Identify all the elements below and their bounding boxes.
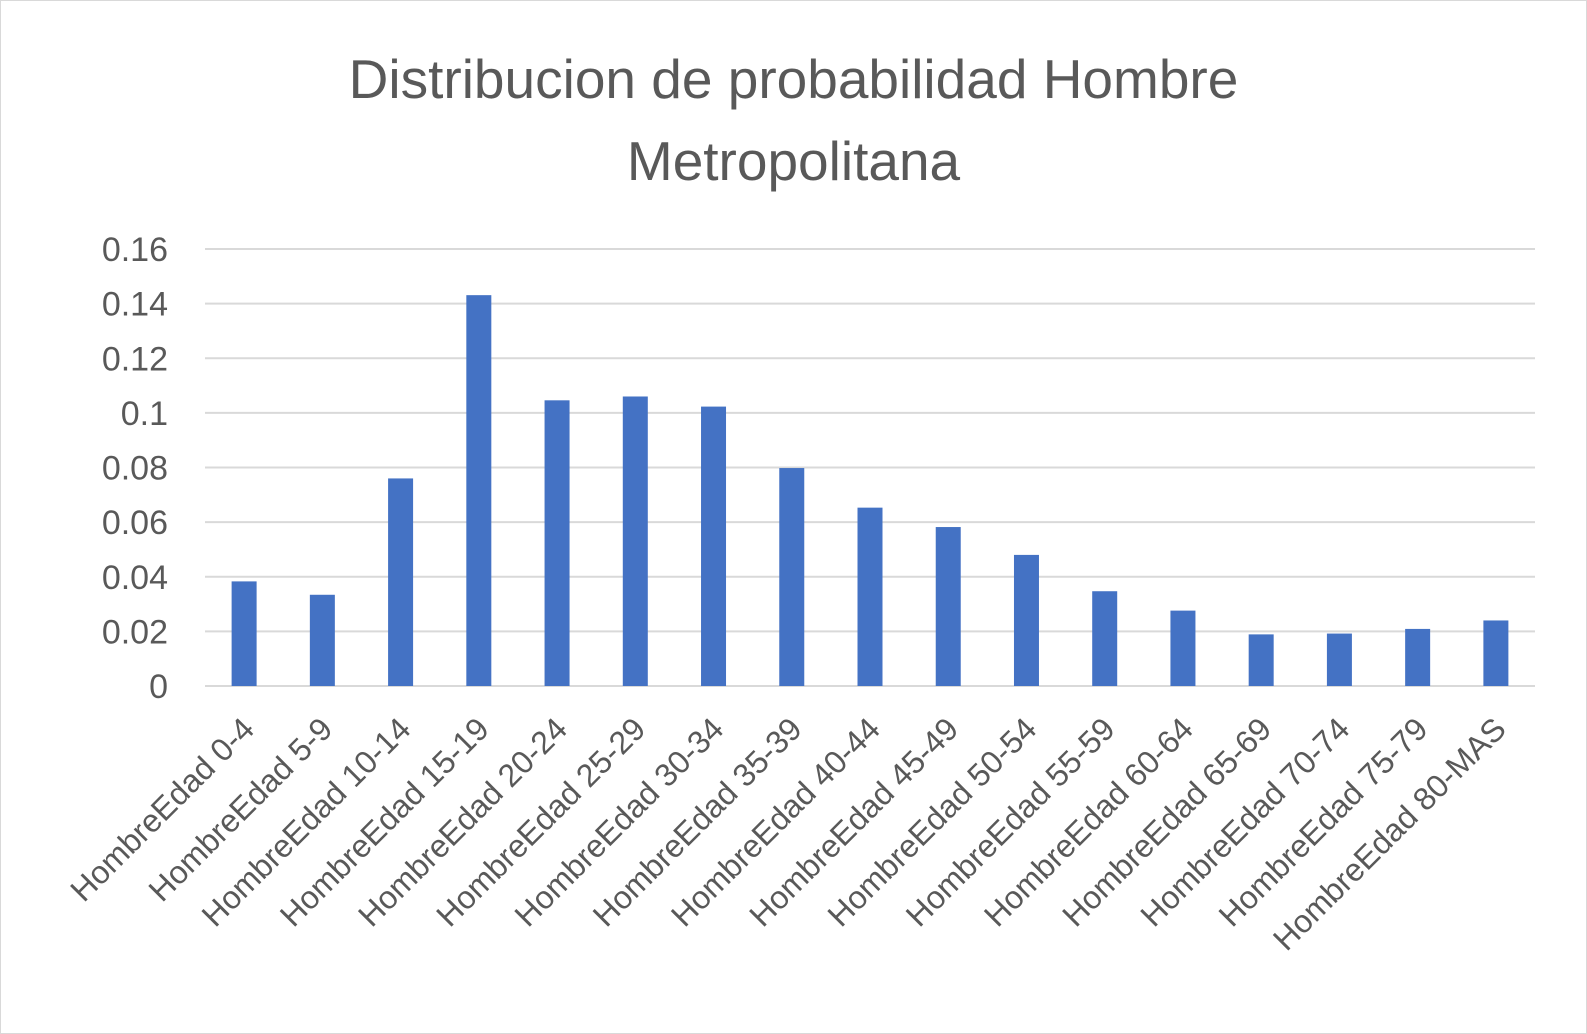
y-tick-label: 0.02 xyxy=(102,613,168,651)
bar xyxy=(309,594,335,686)
bar xyxy=(1483,620,1509,686)
bar xyxy=(701,406,727,686)
bar xyxy=(1092,591,1118,686)
y-tick-label: 0 xyxy=(149,668,168,706)
y-tick-label: 0.08 xyxy=(102,450,168,488)
bar xyxy=(544,400,570,686)
chart-title: Distribucion de probabilidad Hombre Metr… xyxy=(0,38,1587,202)
bar xyxy=(388,478,414,686)
bar xyxy=(779,468,805,686)
y-tick-label: 0.06 xyxy=(102,504,168,542)
bar xyxy=(1405,628,1431,686)
y-axis: 0 0.02 0.04 0.06 0.08 0.1 0.12 0.14 0.16 xyxy=(102,231,168,706)
bar xyxy=(1248,634,1274,686)
bar xyxy=(466,295,492,686)
chart-title-line-1: Distribucion de probabilidad Hombre xyxy=(348,48,1239,110)
y-tick-label: 0.12 xyxy=(102,340,168,378)
bar xyxy=(622,396,648,686)
bar xyxy=(1013,554,1039,686)
y-tick-label: 0.14 xyxy=(102,286,168,324)
bar xyxy=(857,507,883,686)
y-tick-label: 0.16 xyxy=(102,231,168,269)
bar xyxy=(935,527,961,686)
y-tick-label: 0.1 xyxy=(121,395,168,433)
bar xyxy=(1170,610,1196,686)
y-tick-label: 0.04 xyxy=(102,559,168,597)
bar xyxy=(1326,633,1352,686)
chart-title-line-2: Metropolitana xyxy=(626,130,961,192)
bar xyxy=(231,581,257,686)
bars xyxy=(231,295,1509,686)
